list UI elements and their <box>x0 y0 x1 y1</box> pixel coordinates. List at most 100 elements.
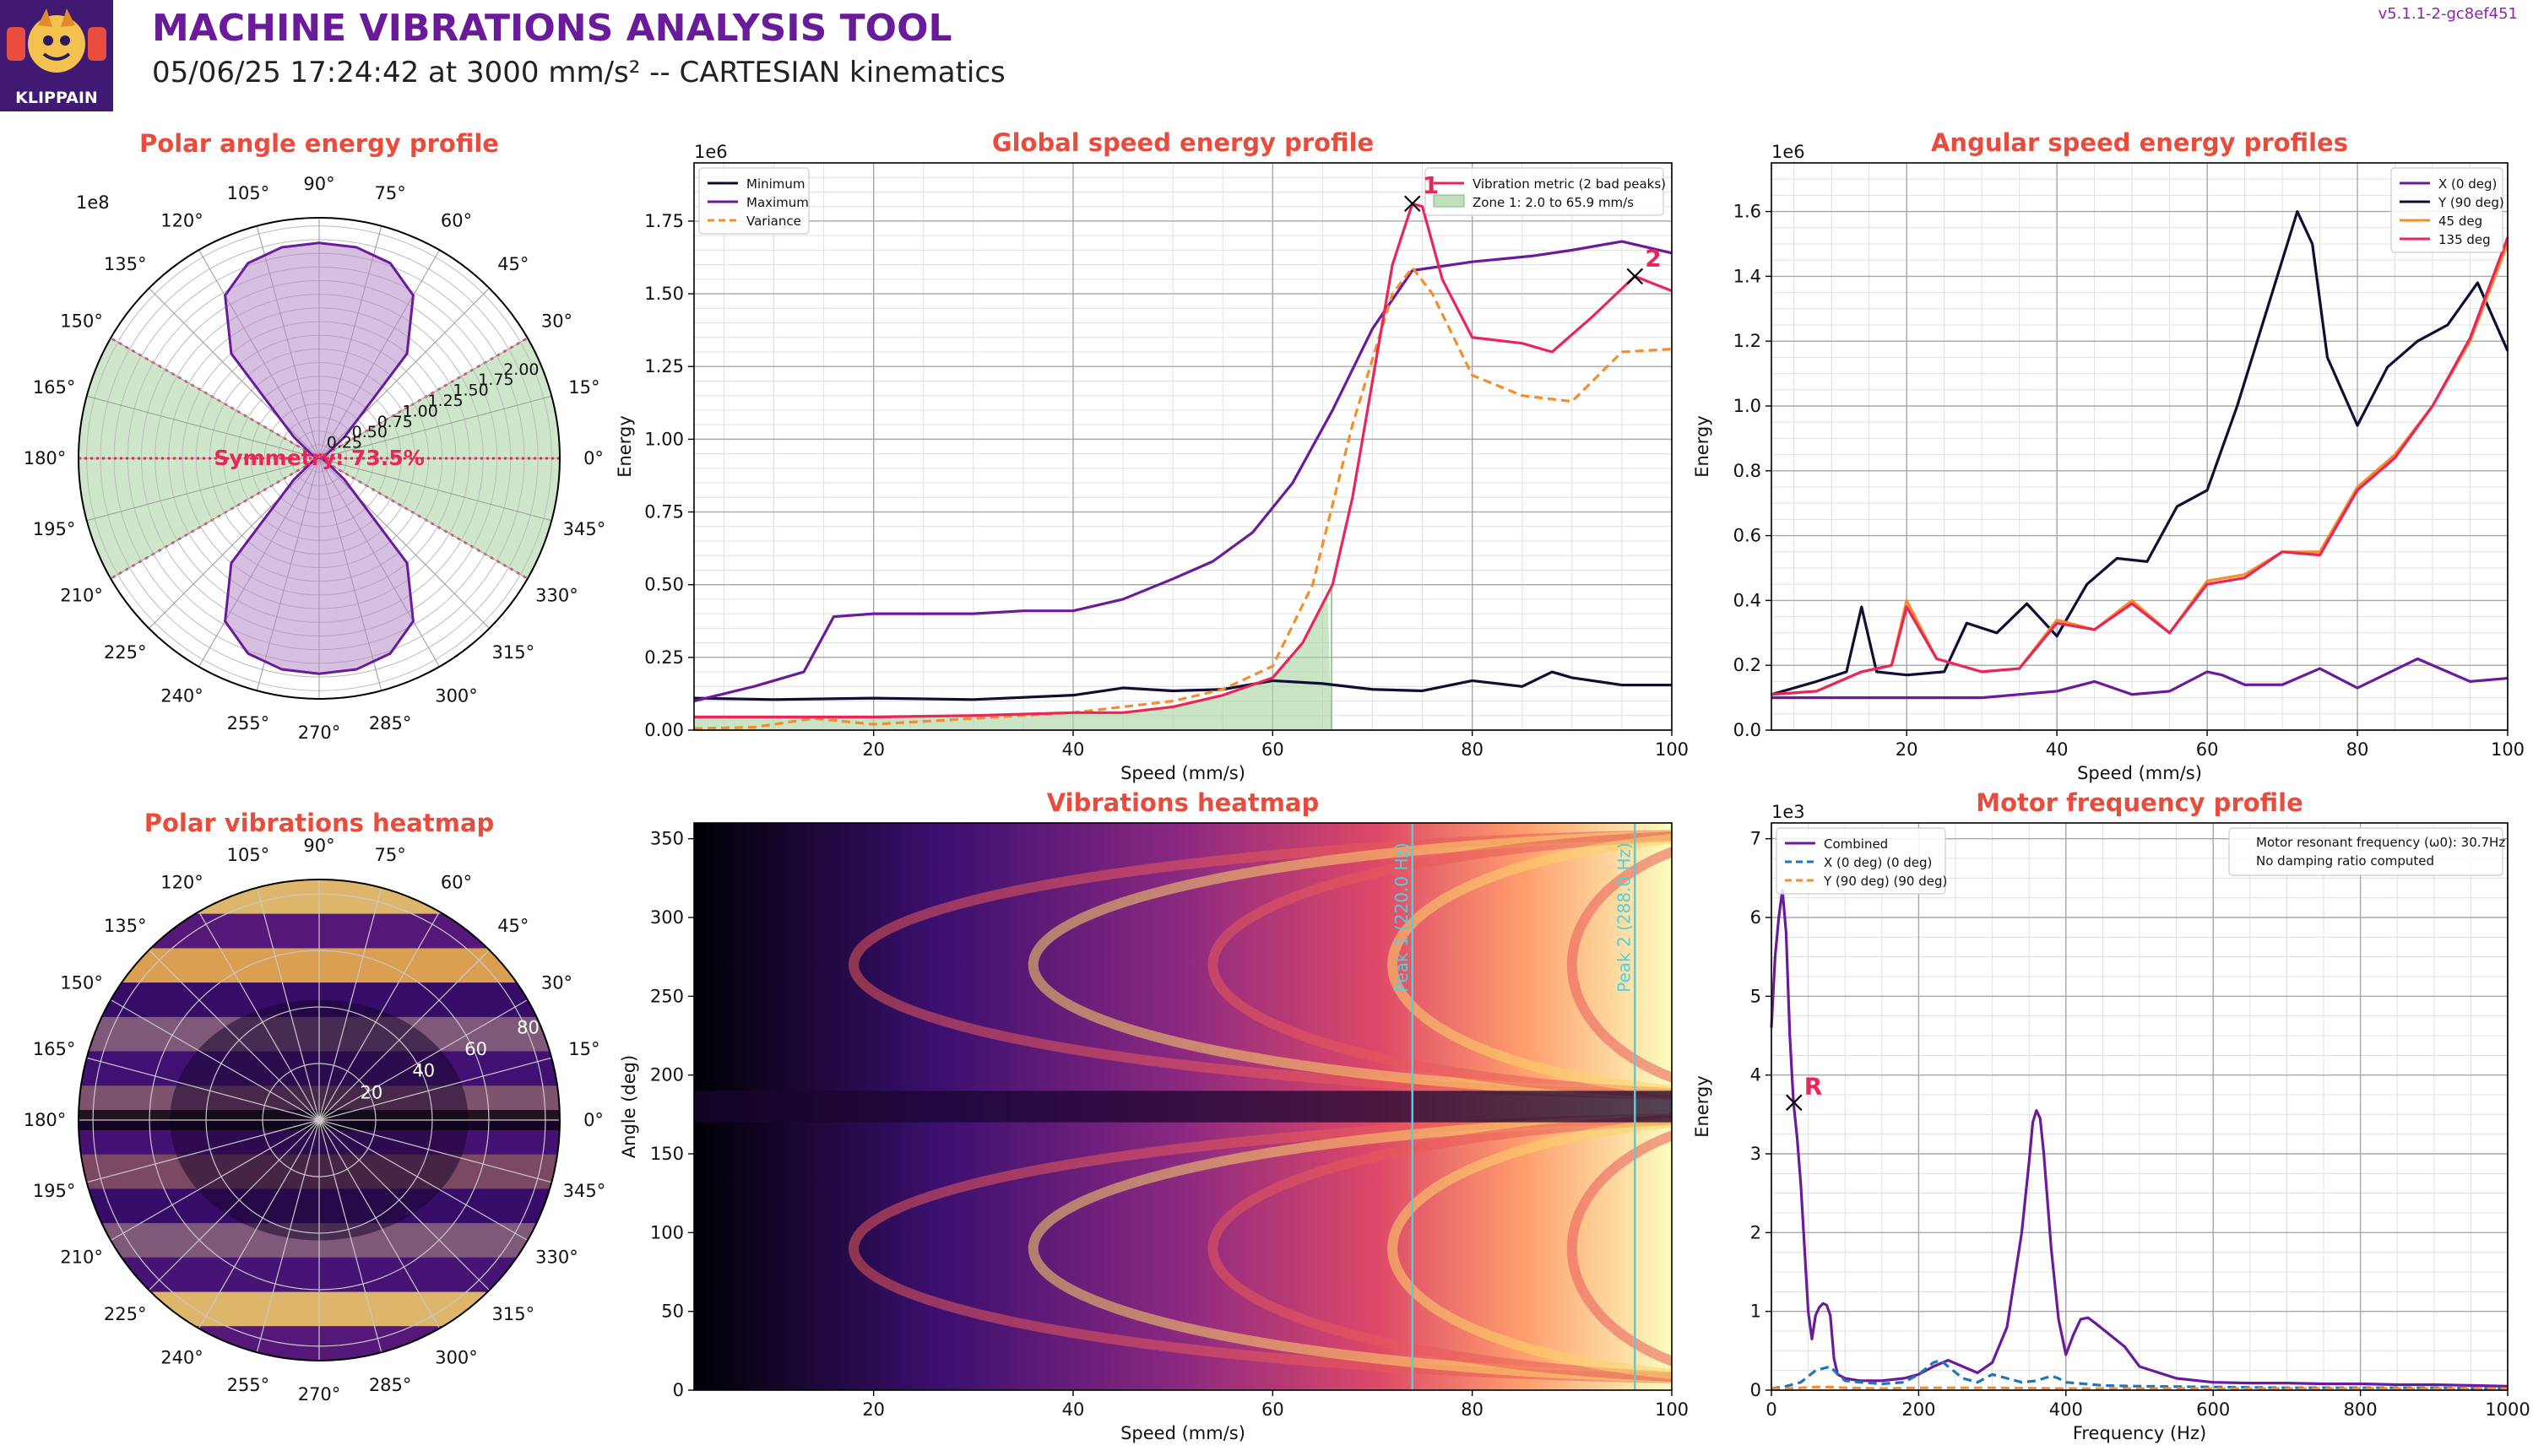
angle-tick-label: 180° <box>24 448 67 468</box>
angle-tick-label: 105° <box>227 845 270 865</box>
vib-heatmap-chart: Peak 1 (220.0 Hz) Peak 2 (288.0 Hz) 20 40 60… <box>619 788 1689 1443</box>
radial-tick-label: 80 <box>517 1017 540 1037</box>
peak-marker <box>1626 268 1644 285</box>
angular-grid <box>318 1057 552 1121</box>
heatmap-band <box>1387 1117 1672 1380</box>
angular-grid <box>86 1119 320 1183</box>
legend-label: Variance <box>746 214 801 229</box>
info-label: No damping ratio computed <box>2256 853 2434 869</box>
y-tick-label: 1.4 <box>1733 266 1761 286</box>
angle-tick-label: 120° <box>160 211 203 231</box>
y-tick-label: 100 <box>650 1222 684 1242</box>
x-tick-label: 20 <box>862 739 885 760</box>
series-line <box>693 240 1673 703</box>
heatmap-band <box>1566 1130 1672 1367</box>
radial-tick-label: 0.75 <box>377 413 413 431</box>
angle-tick-label: 330° <box>535 1248 578 1268</box>
x-tick-label: 800 <box>2344 1399 2378 1420</box>
angle-tick-label: 90° <box>303 174 334 194</box>
angle-tick-label: 270° <box>298 1384 341 1405</box>
x-tick-label: 200 <box>1901 1399 1935 1420</box>
angular-grid <box>318 457 529 579</box>
polar-heatmap-chart: 20 40 60 80 0° 15° 30° 45° 60° 75° 90° 105° 120° 135°… <box>24 809 606 1405</box>
x-tick-label: 60 <box>1261 739 1284 760</box>
peak-line-label: Peak 1 (220.0 Hz) <box>1391 842 1412 993</box>
series-line <box>1771 236 2509 696</box>
x-tick-label: 0 <box>1766 1399 1776 1420</box>
angular-grid <box>318 457 552 522</box>
heatmap-band <box>1028 1113 1672 1383</box>
y-tick-label: 0.2 <box>1733 655 1761 675</box>
global-speed-chart: 20 40 60 80 100 0.00 0.25 0.50 0.75 1.00 1.25 1.50 1… <box>615 128 1689 783</box>
y-axis-label: Angle (deg) <box>619 1055 639 1158</box>
angle-tick-label: 300° <box>435 1347 478 1367</box>
angle-tick-label: 345° <box>563 519 606 539</box>
y-tick-label: 150 <box>650 1144 684 1164</box>
x-tick-label: 60 <box>1261 1399 1284 1420</box>
angular-grid <box>318 1119 552 1183</box>
angle-tick-label: 225° <box>104 1304 147 1324</box>
angle-tick-label: 285° <box>369 713 412 733</box>
y-axis-label: Energy <box>1692 415 1712 478</box>
y-tick-label: 0.25 <box>644 647 684 668</box>
angle-tick-label: 255° <box>227 1375 270 1395</box>
x-tick-label: 400 <box>2049 1399 2083 1420</box>
heatmap-band <box>1028 830 1672 1100</box>
angle-tick-label: 195° <box>33 1181 76 1201</box>
chart-title: Angular speed energy profiles <box>1931 128 2348 157</box>
x-tick-label: 1000 <box>2485 1399 2530 1420</box>
y-tick-label: 3 <box>1750 1144 1761 1164</box>
angular-grid <box>149 1119 320 1291</box>
angle-tick-label: 15° <box>568 377 599 398</box>
angle-tick-label: 210° <box>60 586 103 606</box>
angular-grid <box>318 338 529 459</box>
legend-box <box>1776 827 1946 895</box>
series-line <box>694 202 1673 719</box>
radial-tick-label: 1.00 <box>403 402 438 420</box>
radial-tick-label: 0.50 <box>352 423 388 441</box>
series-line <box>1771 243 2509 696</box>
heatmap-band <box>1207 1115 1672 1382</box>
y-tick-label: 1 <box>1750 1302 1761 1322</box>
angle-tick-label: 45° <box>497 254 529 274</box>
x-tick-label: 40 <box>2046 739 2069 760</box>
legend-label: X (0 deg) <box>2438 176 2497 192</box>
resonance-label: R <box>1804 1072 1823 1100</box>
angle-tick-label: 75° <box>374 183 405 203</box>
y-axis-label: Energy <box>1692 1075 1712 1138</box>
radial-tick-label: 1.25 <box>427 392 463 410</box>
angle-tick-label: 195° <box>33 519 76 539</box>
chart-title: Motor frequency profile <box>1976 788 2303 817</box>
angle-tick-label: 60° <box>441 873 472 893</box>
y-tick-label: 2 <box>1750 1222 1761 1242</box>
y-tick-label: 300 <box>650 907 684 928</box>
info-label: Motor resonant frequency (ω0): 30.7Hz <box>2256 835 2505 850</box>
angle-tick-label: 60° <box>441 211 472 231</box>
series-line <box>1771 210 2509 696</box>
angular-grid <box>256 887 320 1121</box>
angle-tick-label: 255° <box>227 713 270 733</box>
x-tick-label: 80 <box>1461 1399 1483 1420</box>
angle-tick-label: 300° <box>435 685 478 706</box>
angular-grid <box>318 1119 382 1353</box>
angle-tick-label: 165° <box>33 1039 76 1059</box>
x-axis-label: Speed (mm/s) <box>1120 763 1245 783</box>
y-tick-label: 0.8 <box>1733 461 1761 481</box>
x-tick-label: 60 <box>2196 739 2219 760</box>
polar-energy-chart: 0.250.500.751.001.251.501.752.00 Symmetry… <box>24 129 606 743</box>
series-line <box>693 670 1672 701</box>
legend-label: Y (90 deg) <box>2438 195 2504 210</box>
x-tick-label: 100 <box>1655 1399 1689 1420</box>
angle-tick-label: 135° <box>104 916 147 936</box>
y-tick-label: 0 <box>1750 1380 1761 1400</box>
symmetry-label: Symmetry: 73.5% <box>214 446 424 470</box>
angle-tick-label: 0° <box>583 1110 604 1130</box>
legend-label: Maximum <box>746 195 809 210</box>
y-tick-label: 250 <box>650 986 684 1006</box>
series-line <box>1771 1358 2509 1390</box>
heatmap-band <box>1207 831 1672 1098</box>
series-line <box>1771 657 2509 700</box>
scale-label: 1e3 <box>1771 802 1805 822</box>
chart-title: Polar angle energy profile <box>139 129 499 158</box>
heatmap-band <box>849 830 1672 1100</box>
